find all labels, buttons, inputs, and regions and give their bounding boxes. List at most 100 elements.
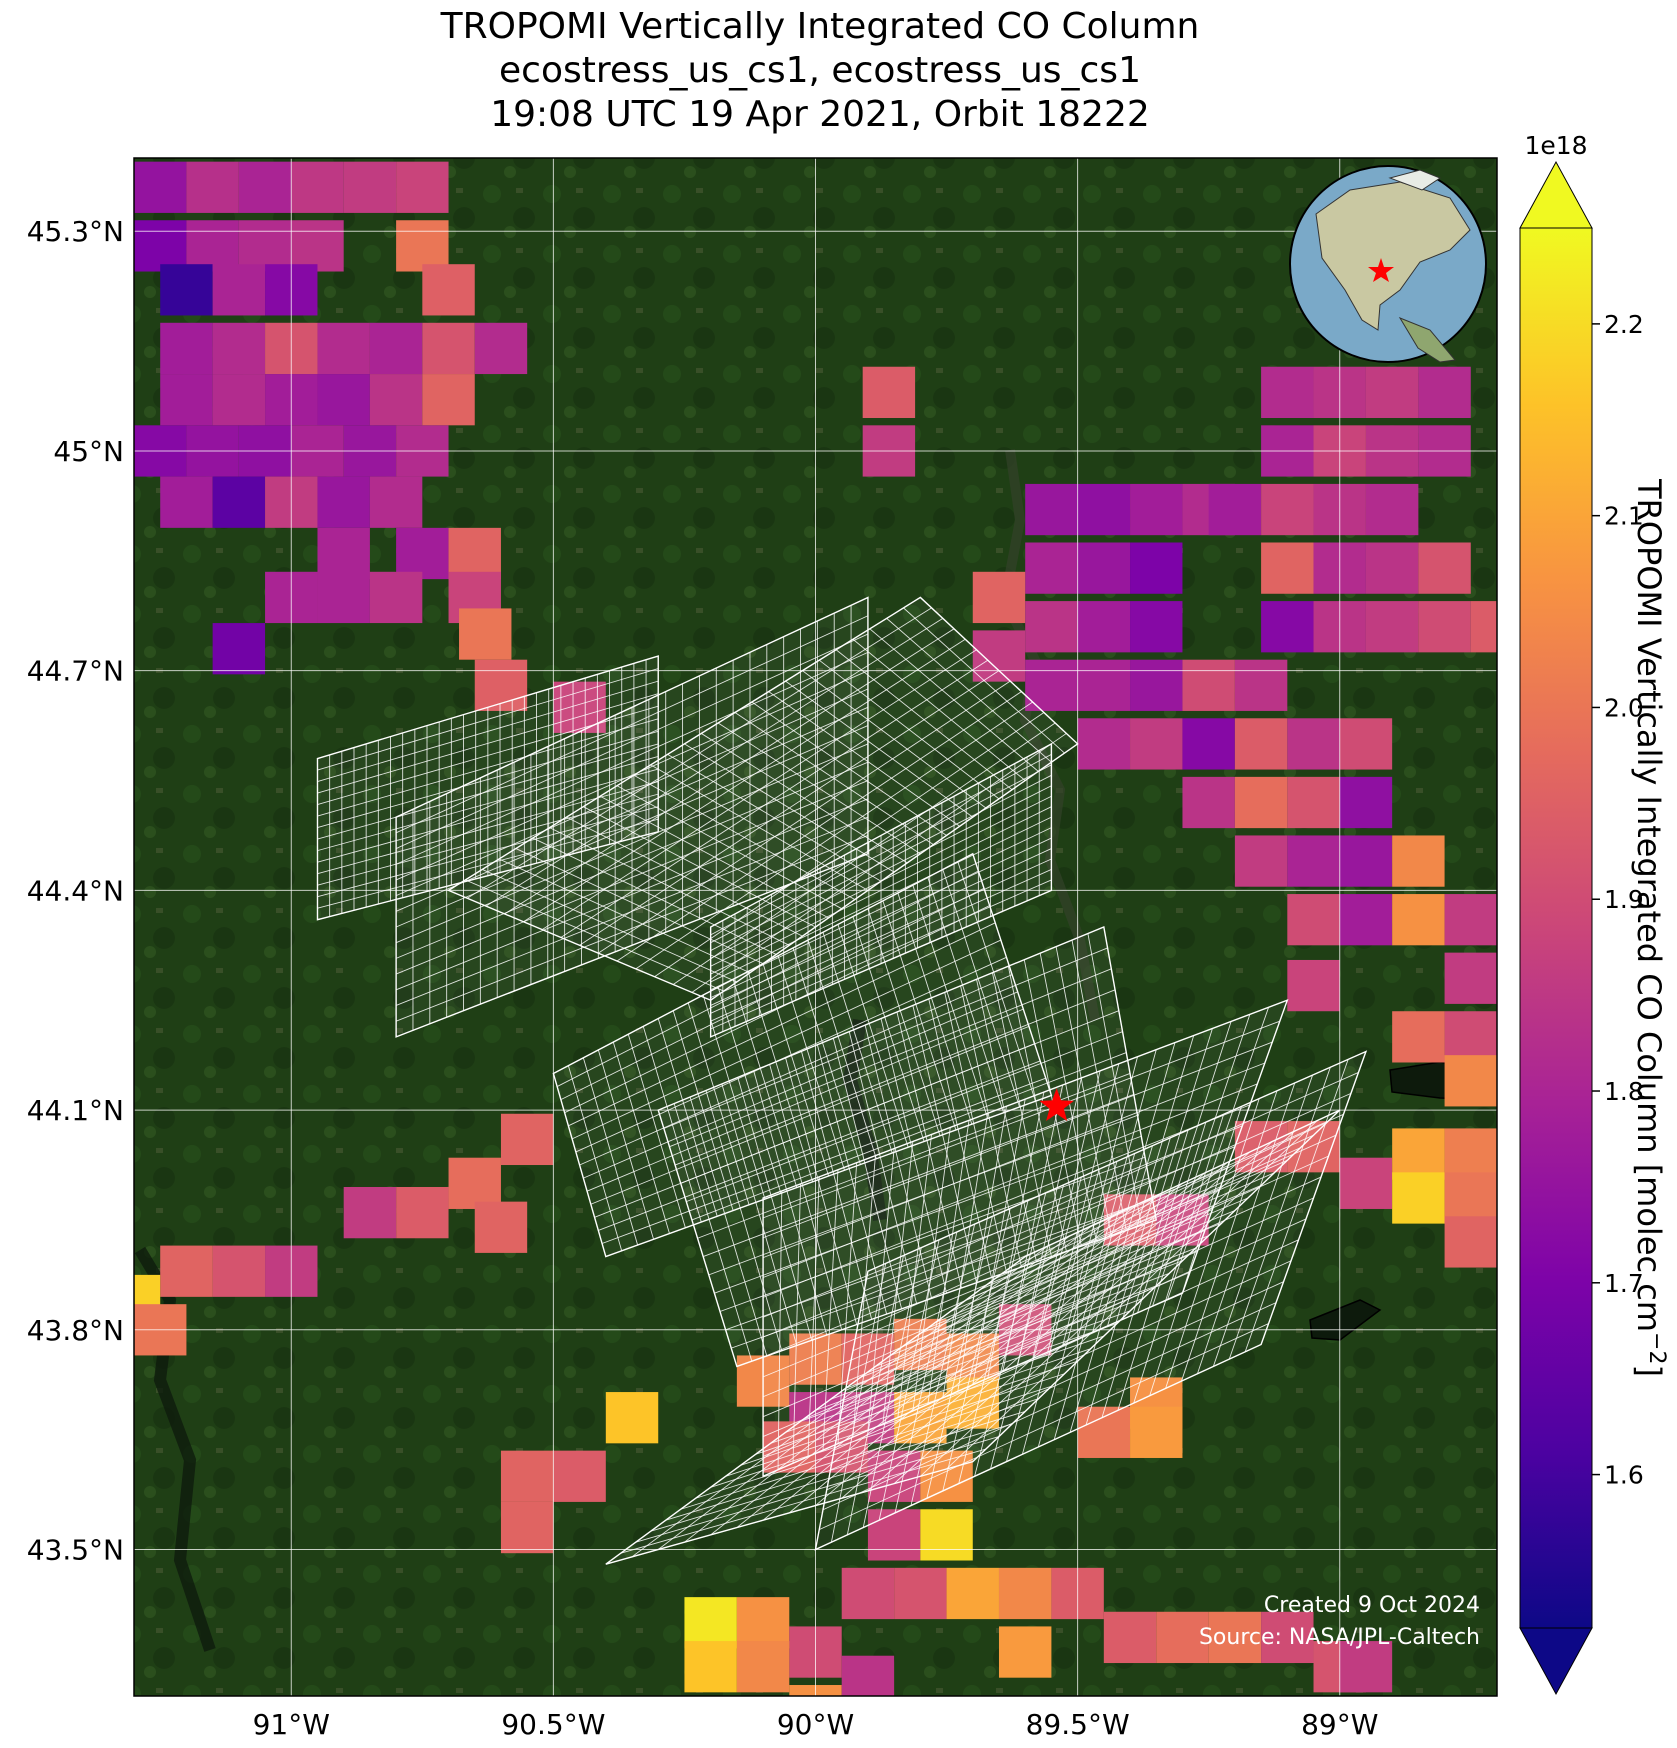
river-wisconsin: [999, 449, 1100, 1021]
co-pixel: [972, 571, 1026, 624]
footprint-gridline: [317, 668, 659, 771]
longitude-tick-labels: 91°W 90.5°W 90°W 89.5°W 89°W: [253, 1708, 1379, 1741]
latitude-tick-labels: 43.5°N 43.8°N 44.1°N 44.4°N 44.7°N 45°N 45.3°N: [27, 215, 124, 1566]
co-pixel: [212, 264, 266, 316]
co-pixel: [1261, 366, 1314, 418]
co-pixel: [1130, 659, 1183, 711]
co-pixel: [369, 322, 423, 375]
footprint-gridline: [710, 764, 1052, 944]
co-pixel: [500, 1450, 554, 1502]
map-frame: [133, 157, 1498, 1697]
co-pixel: [1418, 601, 1471, 653]
co-pixel: [998, 1626, 1052, 1678]
co-pixel: [1287, 1121, 1340, 1173]
footprint-gridline: [571, 939, 1002, 1140]
lat-tick-label: 45.3°N: [27, 215, 124, 248]
footprint-gridline: [317, 718, 659, 817]
footprint-gridline: [710, 1214, 1116, 1536]
footprint-gridline: [317, 806, 659, 898]
co-pixel: [1339, 776, 1393, 829]
colorbar-tick-label: 1.9: [1604, 885, 1644, 914]
co-pixel: [212, 476, 266, 528]
co-pixel: [1130, 483, 1183, 536]
footprint-gridline: [631, 1245, 1048, 1558]
colorbar: 1e18 1.6 1.7 1.8 1.9 2.0 2.1 2.2 TROPOMI Verti…: [1519, 131, 1669, 1696]
co-pixel: [448, 1157, 501, 1209]
lake-petenwell: [842, 1018, 887, 1221]
lat-tick-label: 43.5°N: [27, 1534, 124, 1567]
co-pixel: [291, 220, 344, 272]
co-pixel: [1392, 1128, 1445, 1180]
lat-tick-label: 44.1°N: [27, 1094, 124, 1127]
co-pixel: [1365, 366, 1419, 418]
footprint-gridline: [541, 649, 977, 930]
footprint-gridline: [590, 1025, 1030, 1205]
footprint-gridline: [860, 1092, 1352, 1312]
co-pixel: [1287, 835, 1340, 887]
co-pixel: [396, 1186, 449, 1239]
footprint-gridline: [564, 905, 990, 1114]
footprint-gridline: [822, 1302, 1277, 1511]
co-pixel: [736, 1597, 790, 1649]
co-pixel: [1392, 1172, 1445, 1224]
co-pixel: [841, 1567, 895, 1620]
ecostress-footprints: [316, 596, 1368, 1565]
co-pixel: [212, 322, 266, 375]
co-pixel: [1077, 542, 1131, 594]
footprint-gridline: [467, 607, 932, 899]
footprint-gridline: [583, 991, 1018, 1179]
co-pixel: [291, 161, 344, 213]
map-area: Created 9 Oct 2024 Source: NASA/JPL-Calt…: [134, 158, 1497, 1696]
globe-greenland: [1388, 169, 1442, 191]
co-pixel: [134, 161, 187, 213]
footprint-gridline: [523, 638, 966, 923]
footprint-gridline: [575, 956, 1007, 1153]
footprint-gridline: [669, 968, 1112, 1148]
co-pixel: [1444, 1128, 1497, 1180]
co-pixel: [1025, 601, 1078, 653]
co-pixel: [160, 1245, 213, 1297]
co-pixel: [1077, 1406, 1131, 1458]
footprint-gridline: [395, 651, 869, 865]
footprint-gridline: [395, 743, 869, 944]
co-pixel: [1444, 894, 1497, 946]
footprint-gridline: [710, 774, 1052, 951]
footprint-gridline: [395, 761, 869, 959]
co-pixel: [684, 1597, 737, 1649]
footprint-gridline: [674, 989, 1116, 1166]
footprint-gridline: [893, 1141, 1273, 1484]
target-star-marker: [1039, 1088, 1074, 1121]
colorbar-tick-label: 1.6: [1604, 1461, 1644, 1490]
footprint-gridline: [826, 1281, 1284, 1491]
co-pixel: [1130, 718, 1183, 770]
co-pixel: [1130, 542, 1183, 594]
colorbar-gradient: [1519, 227, 1593, 1629]
co-pixel: [1077, 718, 1131, 770]
co-pixel: [1261, 542, 1314, 594]
co-pixel: [1444, 1216, 1497, 1268]
co-pixel: [134, 220, 187, 272]
co-pixel: [422, 322, 475, 375]
co-pixel: [474, 1201, 528, 1253]
co-pixel: [1261, 1611, 1314, 1664]
co-pixel: [605, 1392, 659, 1444]
lon-tick-label: 89.5°W: [1026, 1708, 1130, 1741]
co-pixel: [1418, 366, 1471, 418]
gridlines: [134, 158, 1497, 1696]
co-pixel: [1392, 894, 1445, 946]
colorbar-tick-label: 1.8: [1604, 1077, 1644, 1106]
footprint-gridline: [946, 1120, 1318, 1470]
colorbar-tick-label: 2.1: [1604, 502, 1644, 531]
footprint-gridline: [852, 1134, 1337, 1352]
co-pixel: [1418, 542, 1471, 594]
co-pixel: [1287, 894, 1340, 946]
footprint-outline: [657, 926, 1158, 1368]
footprint-gridline: [680, 1010, 1119, 1184]
lon-tick-label: 90.5°W: [501, 1708, 605, 1741]
co-pixel: [894, 1567, 947, 1620]
co-pixel: [1182, 659, 1235, 711]
co-pixel: [238, 220, 292, 272]
footprint-gridline: [579, 670, 1000, 946]
footprint-gridline: [317, 768, 659, 863]
